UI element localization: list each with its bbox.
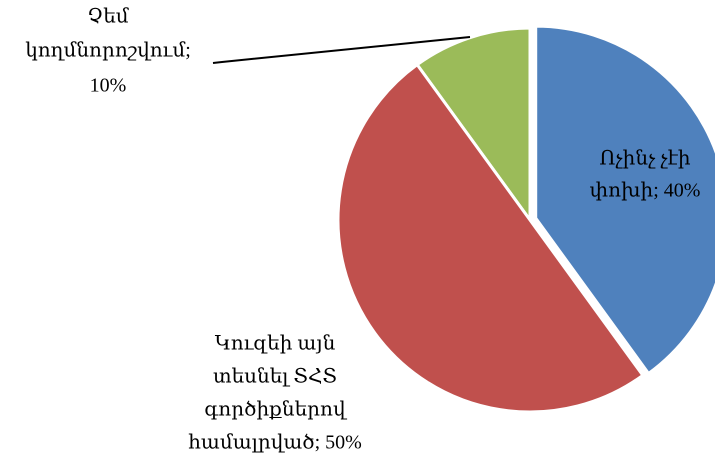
data-label: փոխի; 40% bbox=[590, 180, 701, 202]
data-label: 10% bbox=[90, 75, 127, 97]
data-label: տեսնել ՏՀՏ bbox=[213, 366, 337, 388]
pie-slice bbox=[336, 62, 645, 414]
pie-slice bbox=[415, 26, 532, 225]
data-label: գործիքներով bbox=[204, 399, 348, 421]
data-label: համալրված; 50% bbox=[188, 432, 362, 454]
data-label: կողմնորոշվում; bbox=[25, 40, 191, 62]
data-label: Չեմ bbox=[87, 6, 128, 28]
leader-line bbox=[212, 36, 471, 64]
data-label: Կուզեի այն bbox=[215, 333, 336, 355]
data-label: Ոչինչ չէի bbox=[599, 148, 690, 170]
pie-slice bbox=[534, 24, 715, 376]
